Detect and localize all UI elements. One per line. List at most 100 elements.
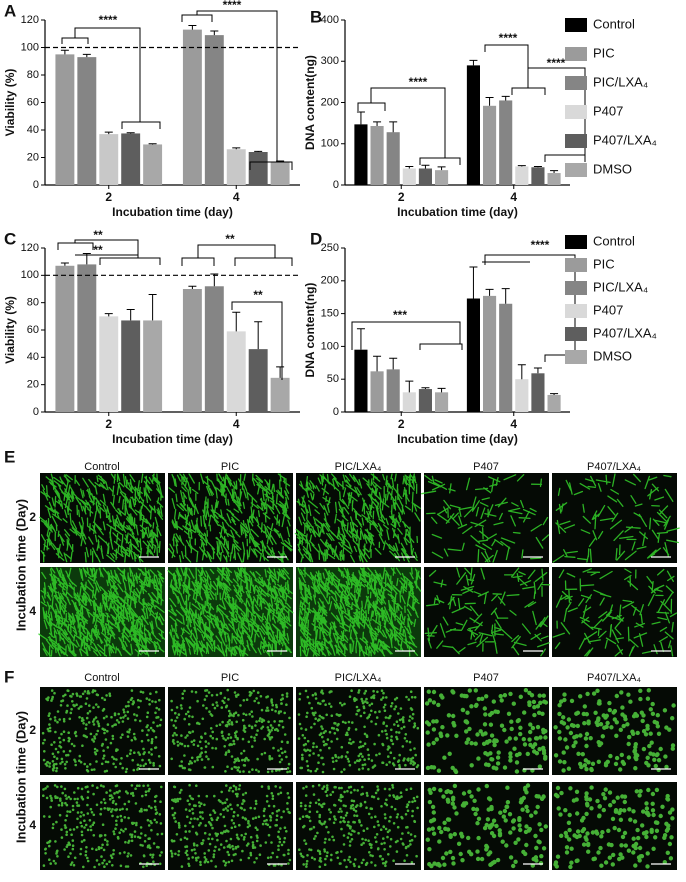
- legend-label: P407: [593, 103, 623, 118]
- error-bar: [104, 313, 113, 317]
- cell-stain: [297, 689, 420, 774]
- error-bar: [126, 309, 135, 321]
- legend-swatch: [565, 281, 587, 295]
- legend-label: PIC/LXA₄: [593, 279, 648, 294]
- error-bar: [82, 53, 91, 58]
- bar: [370, 126, 384, 185]
- y-axis-title: DNA content(ng): [303, 283, 317, 378]
- bar: [270, 161, 290, 185]
- error-bar: [389, 121, 398, 133]
- y-tick-label: 0: [333, 406, 339, 418]
- cell-stain: [424, 567, 551, 657]
- row-label: 4: [29, 604, 36, 618]
- legend-label: PIC: [593, 256, 615, 271]
- legend-swatch: [565, 163, 587, 177]
- y-tick-label: 80: [27, 69, 39, 81]
- cell-stain: [425, 783, 548, 869]
- x-tick-label: 2: [105, 417, 112, 431]
- significance-label: **: [253, 288, 263, 302]
- bar: [515, 379, 529, 412]
- legend-swatch: [565, 47, 587, 61]
- cell-stain: [169, 783, 292, 868]
- row-label: 2: [29, 510, 36, 524]
- bar: [466, 298, 480, 412]
- significance-label: **: [225, 232, 235, 246]
- bar: [248, 349, 268, 412]
- bar: [354, 349, 368, 412]
- y-tick-label: 40: [27, 124, 39, 136]
- cell-stain: [170, 688, 292, 774]
- y-tick-label: 250: [321, 242, 339, 254]
- x-axis-title: Incubation time (day): [112, 205, 233, 219]
- error-bar: [485, 97, 494, 106]
- x-axis-title: Incubation time (day): [397, 432, 518, 446]
- bar: [77, 264, 97, 412]
- bar: [418, 389, 432, 412]
- column-label: Control: [84, 461, 119, 473]
- error-bar: [188, 285, 197, 289]
- significance-label: ****: [99, 13, 118, 27]
- bar: [483, 105, 497, 185]
- y-tick-label: 0: [33, 406, 39, 418]
- significance-bracket: [181, 244, 293, 266]
- error-bar: [485, 288, 494, 296]
- bar: [99, 134, 119, 185]
- significance-bracket: [61, 27, 161, 129]
- error-bar: [469, 266, 478, 299]
- error-bar: [232, 311, 241, 332]
- bar: [55, 54, 75, 185]
- legend-label: P407/LXA₄: [593, 132, 657, 147]
- significance-bracket: [231, 301, 283, 380]
- cell-stain: [42, 784, 164, 869]
- cell-stain: [38, 567, 166, 657]
- error-bar: [356, 328, 365, 350]
- panel-label: C: [4, 229, 16, 248]
- y-tick-label: 80: [27, 297, 39, 309]
- micrograph: [168, 782, 293, 870]
- error-bar: [550, 393, 559, 395]
- error-bar: [148, 293, 157, 321]
- legend-swatch: [565, 258, 587, 272]
- panel-label: F: [4, 667, 14, 686]
- x-tick-label: 2: [398, 190, 405, 204]
- y-axis-title: Viability (%): [3, 69, 17, 137]
- legend-swatch: [565, 235, 587, 249]
- legend-swatch: [565, 327, 587, 341]
- y-tick-label: 120: [21, 242, 39, 254]
- legend-swatch: [565, 18, 587, 32]
- bar: [77, 57, 97, 185]
- legend-label: Control: [593, 233, 635, 248]
- significance-label: **: [93, 243, 103, 257]
- micrograph: [40, 687, 165, 775]
- cell-stain: [552, 473, 680, 563]
- bar: [435, 392, 449, 412]
- cell-stain: [553, 785, 675, 870]
- legend-label: P407: [593, 302, 623, 317]
- error-bar: [276, 366, 285, 378]
- bar: [435, 170, 449, 185]
- significance-bracket: [484, 44, 546, 95]
- bar: [499, 303, 513, 412]
- y-tick-label: 60: [27, 324, 39, 336]
- cell-stain: [41, 689, 163, 774]
- legend-swatch: [565, 350, 587, 364]
- panel-label: E: [4, 447, 15, 466]
- x-tick-label: 4: [510, 190, 517, 204]
- bar: [182, 289, 202, 412]
- error-bar: [405, 165, 414, 169]
- panel-label: B: [310, 7, 322, 26]
- y-tick-label: 100: [321, 138, 339, 150]
- y-axis-title: DNA content(ng): [303, 55, 317, 150]
- significance-bracket: [357, 87, 461, 165]
- bar: [55, 265, 75, 412]
- bar: [143, 144, 163, 185]
- bar: [466, 65, 480, 185]
- legend-swatch: [565, 304, 587, 318]
- y-tick-label: 0: [333, 179, 339, 191]
- bar: [547, 394, 561, 412]
- x-tick-label: 4: [233, 190, 240, 204]
- column-label: PIC: [221, 672, 239, 684]
- y-tick-label: 200: [321, 96, 339, 108]
- cell-stain: [421, 474, 550, 563]
